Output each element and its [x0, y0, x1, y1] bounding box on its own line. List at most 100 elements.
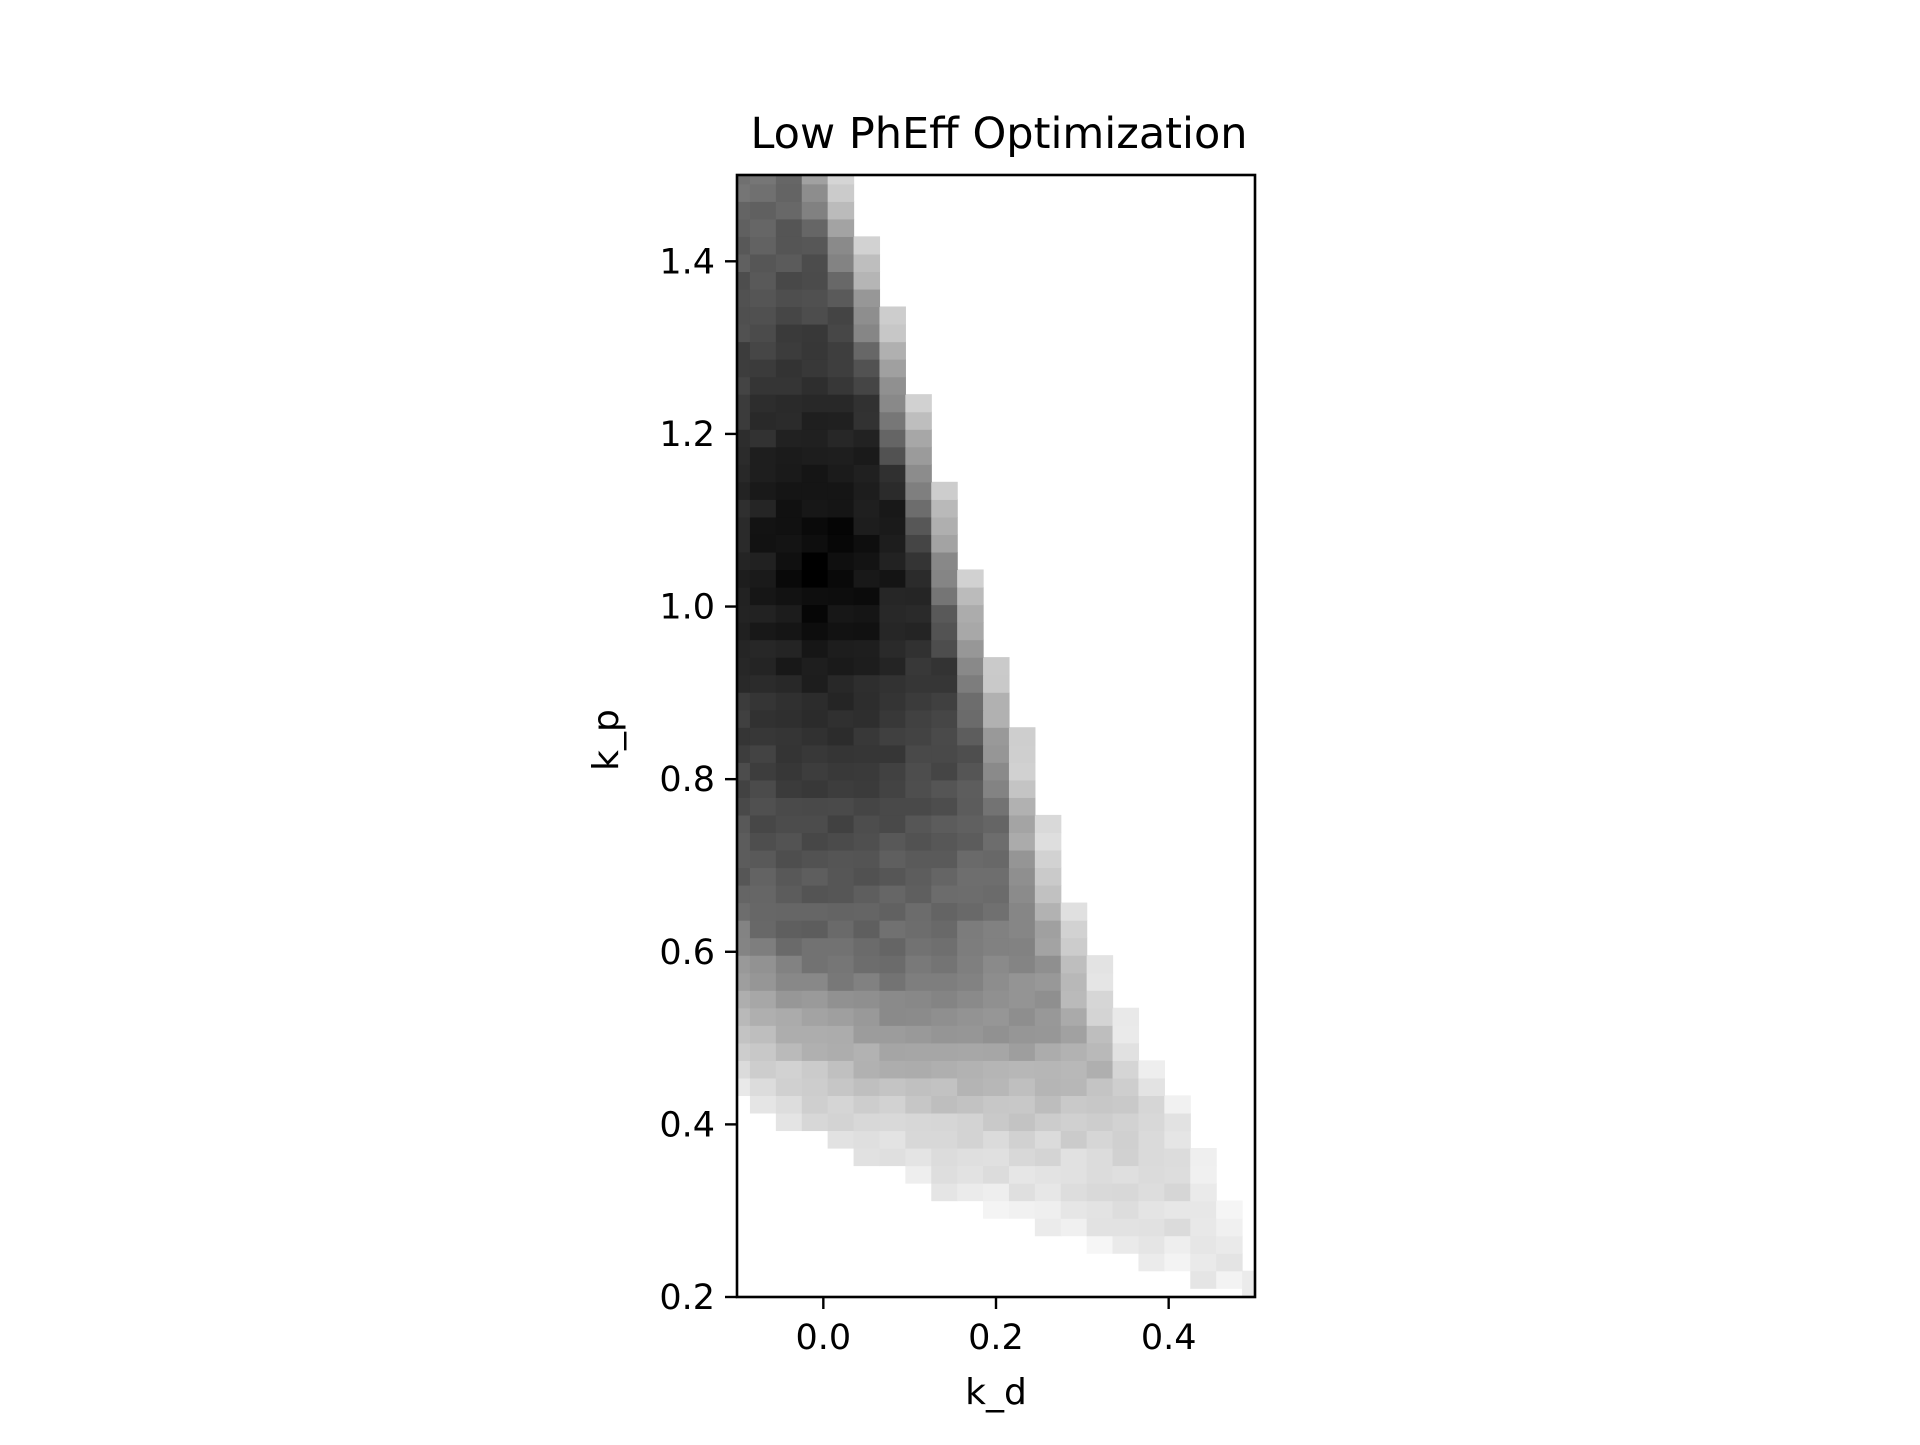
heatmap-cell — [827, 727, 855, 746]
heatmap-cell — [983, 990, 1010, 1009]
heatmap-cell — [775, 341, 803, 360]
heatmap-cell — [1164, 1235, 1191, 1254]
heatmap-cell — [737, 955, 751, 974]
x-tick-label: 0.4 — [1141, 1318, 1197, 1358]
heatmap-cell — [749, 306, 777, 325]
heatmap-cell — [1008, 937, 1036, 956]
heatmap-cell — [827, 201, 855, 220]
heatmap-cell — [737, 797, 751, 816]
heatmap-cell — [737, 639, 751, 658]
heatmap-cell — [749, 920, 777, 939]
heatmap-cell — [801, 885, 829, 904]
heatmap-cell — [749, 464, 777, 483]
heatmap-cell — [853, 972, 881, 991]
heatmap-cell — [957, 1183, 984, 1202]
heatmap-cell — [1034, 1077, 1062, 1096]
heatmap-cell — [737, 324, 751, 343]
heatmap-cell — [827, 1112, 855, 1132]
heatmap-cell — [853, 849, 881, 869]
heatmap-cell — [1138, 1147, 1165, 1167]
heatmap-cell — [879, 692, 906, 711]
heatmap-cell — [931, 1147, 958, 1167]
heatmap-cell — [737, 937, 751, 956]
heatmap-cell — [853, 622, 881, 641]
heatmap-cell — [1034, 1007, 1062, 1026]
heatmap-cell — [749, 341, 777, 360]
heatmap-cell — [931, 937, 958, 956]
heatmap-cell — [827, 604, 855, 623]
heatmap-cell — [983, 814, 1010, 834]
heatmap-cell — [737, 604, 751, 623]
heatmap-cell — [905, 551, 932, 571]
heatmap-cell — [853, 920, 881, 939]
y-tick-label: 0.2 — [659, 1278, 715, 1318]
heatmap-cell — [983, 657, 1010, 676]
heatmap-cell — [853, 657, 881, 676]
y-tick-label: 1.0 — [659, 588, 715, 628]
heatmap-cell — [1060, 937, 1088, 956]
heatmap-cell — [1060, 1042, 1088, 1061]
heatmap-cell — [1034, 867, 1062, 886]
heatmap-cell — [749, 744, 777, 763]
heatmap-cell — [749, 955, 777, 974]
heatmap-cell — [853, 376, 881, 395]
heatmap-cell — [905, 1060, 932, 1079]
heatmap-cell — [827, 849, 855, 869]
heatmap-cell — [827, 867, 855, 886]
heatmap-cell — [1190, 1165, 1217, 1184]
heatmap-cell — [1112, 1007, 1140, 1026]
heatmap-cell — [775, 1025, 803, 1044]
heatmap-cell — [1164, 1183, 1191, 1202]
heatmap-cell — [1112, 1060, 1140, 1079]
heatmap-cell — [957, 955, 984, 974]
heatmap-cell — [737, 464, 751, 483]
heatmap-cell — [749, 534, 777, 553]
heatmap-cell — [1060, 990, 1088, 1009]
heatmap-cell — [1138, 1165, 1165, 1184]
heatmap-cell — [905, 955, 932, 974]
heatmap-cell — [1164, 1147, 1191, 1167]
heatmap-cell — [827, 516, 855, 535]
heatmap-cell — [879, 885, 906, 904]
heatmap-cell — [827, 937, 855, 956]
heatmap-cell — [853, 727, 881, 746]
heatmap-cell — [931, 534, 958, 553]
y-axis-label: k_p — [586, 709, 627, 771]
heatmap-cell — [853, 1077, 881, 1096]
y-tick-label: 1.4 — [659, 242, 715, 282]
heatmap-cell — [853, 1042, 881, 1061]
heatmap-cell — [801, 604, 829, 623]
heatmap-cell — [983, 1183, 1010, 1202]
heatmap-cell — [879, 990, 906, 1009]
heatmap-cell — [1112, 1165, 1140, 1184]
heatmap-cell — [1060, 1200, 1088, 1219]
heatmap-cell — [1112, 1147, 1140, 1167]
heatmap-cell — [1086, 1200, 1114, 1219]
heatmap-cell — [1008, 1025, 1036, 1044]
heatmap-cell — [957, 762, 984, 781]
heatmap-cell — [879, 586, 906, 606]
heatmap-cell — [1008, 832, 1036, 851]
heatmap-cell — [983, 692, 1010, 711]
heatmap-cell — [879, 744, 906, 763]
heatmap-cell — [827, 814, 855, 834]
heatmap-cell — [879, 1042, 906, 1061]
heatmap-cell — [931, 1130, 958, 1149]
heatmap-cell — [1086, 1165, 1114, 1184]
heatmap-cell — [879, 1112, 906, 1132]
heatmap-cell — [1034, 885, 1062, 904]
heatmap-cell — [879, 937, 906, 956]
heatmap-cell — [749, 1095, 777, 1114]
heatmap-cell — [879, 674, 906, 693]
heatmap-cell — [879, 779, 906, 798]
heatmap-cell — [749, 639, 777, 658]
heatmap-cell — [1008, 1042, 1036, 1061]
heatmap-cell — [1060, 1060, 1088, 1079]
heatmap-cell — [801, 955, 829, 974]
heatmap-cell — [1060, 902, 1088, 921]
heatmap-cell — [749, 324, 777, 343]
heatmap-cell — [801, 306, 829, 325]
heatmap-cell — [853, 253, 881, 273]
heatmap-cell — [957, 832, 984, 851]
